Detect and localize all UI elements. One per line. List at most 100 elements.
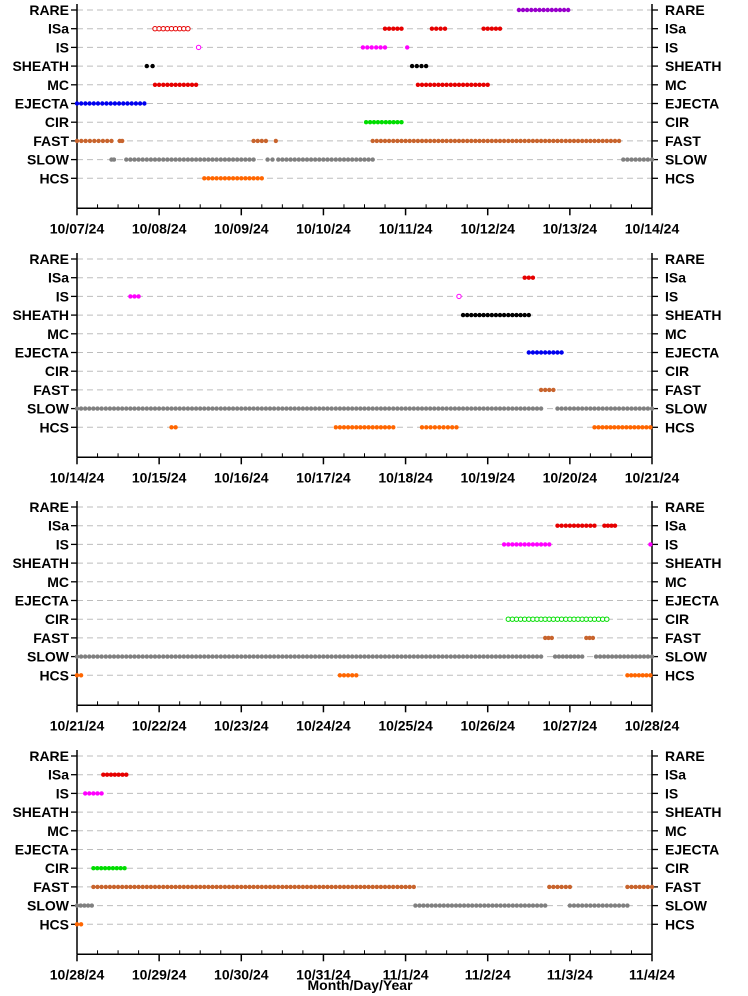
data-point xyxy=(74,138,80,144)
data-point xyxy=(403,138,408,144)
data-point xyxy=(341,654,347,659)
data-point xyxy=(136,884,141,890)
data-point xyxy=(148,157,154,162)
data-point xyxy=(165,82,170,88)
data-point xyxy=(114,866,120,871)
data-point xyxy=(150,63,155,69)
data-point xyxy=(300,654,306,659)
category-label-right: SLOW xyxy=(665,649,708,665)
data-point xyxy=(189,157,195,162)
data-point xyxy=(304,406,310,411)
data-point xyxy=(436,654,441,659)
data-point xyxy=(547,884,552,890)
data-point xyxy=(592,523,597,528)
data-point xyxy=(644,425,649,430)
data-point xyxy=(473,138,478,144)
data-point xyxy=(580,654,585,659)
data-point xyxy=(193,884,199,890)
data-point xyxy=(514,406,519,411)
data-point xyxy=(456,82,462,88)
series-is xyxy=(501,542,653,547)
xtick-label: 10/09/24 xyxy=(214,220,269,236)
data-point xyxy=(530,542,536,547)
data-point xyxy=(89,903,95,908)
data-point xyxy=(366,157,371,162)
data-point xyxy=(362,425,367,430)
data-point xyxy=(524,7,530,13)
data-point xyxy=(448,406,453,411)
data-point xyxy=(78,922,84,927)
data-point xyxy=(571,523,577,528)
data-point xyxy=(263,406,269,411)
data-point xyxy=(267,654,273,659)
data-point xyxy=(74,101,80,106)
data-point xyxy=(259,654,264,659)
data-point xyxy=(473,312,478,318)
data-point xyxy=(534,903,540,908)
data-point xyxy=(571,138,577,144)
data-point xyxy=(83,101,88,106)
category-label-right: FAST xyxy=(665,879,701,895)
data-point xyxy=(584,406,589,411)
category-label-right: FAST xyxy=(665,382,701,398)
data-point xyxy=(317,157,322,162)
data-point xyxy=(189,406,195,411)
data-point xyxy=(218,157,223,162)
data-point xyxy=(609,523,614,528)
data-point xyxy=(366,884,371,890)
data-point xyxy=(148,406,154,411)
data-point xyxy=(345,654,351,659)
data-point xyxy=(116,772,121,777)
data-point xyxy=(465,406,470,411)
data-point xyxy=(423,138,429,144)
data-point xyxy=(538,350,544,355)
data-point xyxy=(560,654,565,659)
data-point xyxy=(641,654,647,659)
panel-1: RARE RARE ISa ISa IS IS SHEATH SHEATH MC MC EJECTA… xyxy=(12,2,721,236)
data-point xyxy=(442,26,448,31)
data-point xyxy=(337,406,343,411)
data-point xyxy=(478,903,483,908)
category-label-left: CIR xyxy=(45,114,69,130)
data-point xyxy=(501,138,507,144)
data-point xyxy=(284,406,289,411)
data-point xyxy=(549,635,554,641)
data-point xyxy=(152,82,158,88)
series-slow xyxy=(74,406,655,411)
data-point xyxy=(411,406,416,411)
data-point xyxy=(466,903,471,908)
series-ejecta xyxy=(74,101,147,106)
data-point xyxy=(108,772,114,777)
data-point xyxy=(259,884,264,890)
data-point xyxy=(444,138,449,144)
data-point xyxy=(313,884,318,890)
data-point xyxy=(235,406,240,411)
data-point xyxy=(600,425,605,430)
data-point xyxy=(270,157,275,162)
category-label-left: CIR xyxy=(45,363,69,379)
category-label-right: SLOW xyxy=(665,152,708,168)
data-point xyxy=(567,884,573,890)
data-point xyxy=(526,542,531,547)
data-point xyxy=(350,425,355,430)
data-point xyxy=(247,654,252,659)
data-point xyxy=(629,157,634,162)
data-point xyxy=(432,138,437,144)
data-point xyxy=(522,406,527,411)
data-point xyxy=(362,654,367,659)
data-point xyxy=(243,884,248,890)
data-point xyxy=(571,903,577,908)
data-point xyxy=(292,884,297,890)
category-label-right: RARE xyxy=(665,251,705,267)
data-point xyxy=(580,138,585,144)
data-point xyxy=(214,157,219,162)
data-point xyxy=(333,425,338,430)
data-point xyxy=(489,312,494,318)
xtick-label: 11/4/24 xyxy=(629,966,675,982)
data-point xyxy=(632,673,638,678)
data-point xyxy=(629,406,634,411)
data-point xyxy=(152,157,158,162)
data-point xyxy=(181,157,186,162)
data-point xyxy=(537,7,542,13)
data-point xyxy=(112,101,118,106)
